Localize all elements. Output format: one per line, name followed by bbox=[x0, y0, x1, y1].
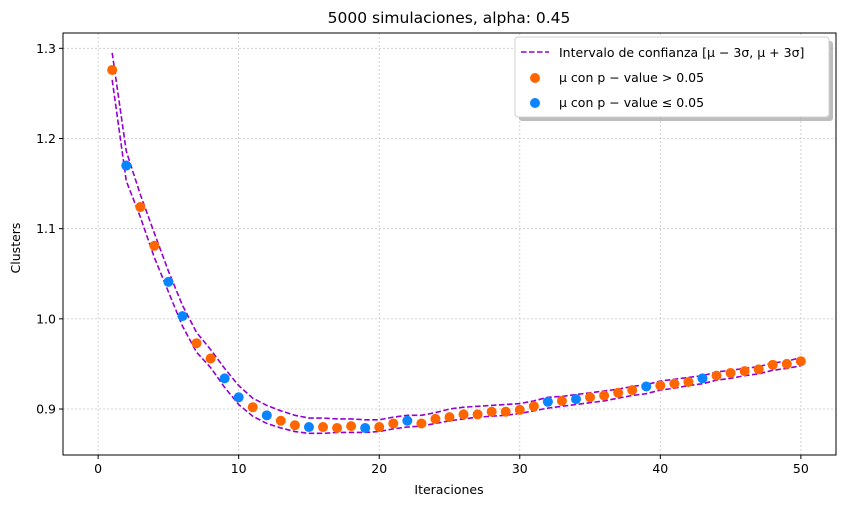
legend-blue-label: μ con p − value ≤ 0.05 bbox=[559, 95, 704, 110]
data-point-orange bbox=[655, 380, 666, 391]
data-point-orange bbox=[332, 422, 343, 433]
data-point-orange bbox=[585, 392, 596, 403]
data-point-blue bbox=[163, 276, 174, 287]
data-point-orange bbox=[556, 395, 567, 406]
x-tick-label: 20 bbox=[371, 461, 387, 476]
y-tick-label: 1.0 bbox=[36, 311, 56, 326]
data-point-blue bbox=[360, 422, 371, 433]
data-point-orange bbox=[318, 422, 329, 433]
data-point-orange bbox=[289, 420, 300, 431]
y-tick-label: 0.9 bbox=[36, 402, 56, 417]
legend: Intervalo de confianza [μ − 3σ, μ + 3σ] … bbox=[514, 36, 833, 121]
data-point-blue bbox=[570, 394, 581, 405]
data-point-blue bbox=[303, 422, 314, 433]
data-points bbox=[107, 64, 806, 433]
data-point-orange bbox=[388, 418, 399, 429]
x-tick-label: 30 bbox=[512, 461, 528, 476]
data-point-orange bbox=[528, 401, 539, 412]
chart-title: 5000 simulaciones, alpha: 0.45 bbox=[328, 9, 571, 27]
data-point-blue bbox=[542, 396, 553, 407]
data-point-orange bbox=[711, 370, 722, 381]
data-point-orange bbox=[135, 202, 146, 213]
data-point-blue bbox=[177, 311, 188, 322]
data-point-orange bbox=[739, 366, 750, 377]
data-point-orange bbox=[472, 409, 483, 420]
data-point-orange bbox=[205, 353, 216, 364]
data-point-orange bbox=[430, 413, 441, 424]
data-point-orange bbox=[725, 367, 736, 378]
data-point-blue bbox=[261, 410, 272, 421]
data-point-orange bbox=[500, 406, 511, 417]
data-point-orange bbox=[627, 385, 638, 396]
data-point-blue bbox=[219, 373, 230, 384]
legend-box bbox=[514, 36, 830, 118]
data-point-orange bbox=[416, 418, 427, 429]
x-tick-label: 0 bbox=[94, 461, 102, 476]
y-tick-label: 1.3 bbox=[36, 41, 56, 56]
data-point-orange bbox=[753, 364, 764, 375]
y-tick-label: 1.2 bbox=[36, 131, 56, 146]
data-point-orange bbox=[486, 406, 497, 417]
data-point-orange bbox=[149, 240, 160, 251]
data-point-orange bbox=[669, 378, 680, 389]
legend-orange-label: μ con p − value > 0.05 bbox=[559, 70, 704, 85]
data-point-blue bbox=[402, 415, 413, 426]
y-axis-label: Clusters bbox=[8, 223, 23, 274]
data-point-orange bbox=[275, 415, 286, 426]
x-tick-label: 50 bbox=[793, 461, 809, 476]
data-point-orange bbox=[458, 409, 469, 420]
data-point-blue bbox=[641, 381, 652, 392]
data-point-orange bbox=[444, 412, 455, 423]
x-tick-label: 10 bbox=[231, 461, 247, 476]
legend-blue-marker bbox=[530, 98, 540, 108]
data-point-orange bbox=[191, 338, 202, 349]
data-point-orange bbox=[781, 358, 792, 369]
data-point-orange bbox=[683, 376, 694, 387]
data-point-orange bbox=[374, 422, 385, 433]
data-point-orange bbox=[107, 64, 118, 75]
legend-orange-marker bbox=[530, 73, 540, 83]
axis-ticks: 0 10 20 30 40 50 0.9 1.0 1.1 1.2 1.3 bbox=[36, 41, 809, 476]
data-point-orange bbox=[346, 421, 357, 432]
data-point-blue bbox=[233, 392, 244, 403]
data-point-blue bbox=[697, 373, 708, 384]
x-axis-label: Iteraciones bbox=[414, 482, 483, 497]
x-tick-label: 40 bbox=[652, 461, 668, 476]
data-point-blue bbox=[121, 160, 132, 171]
data-point-orange bbox=[613, 387, 624, 398]
legend-interval-label: Intervalo de confianza [μ − 3σ, μ + 3σ] bbox=[559, 45, 804, 60]
plot-frame bbox=[62, 32, 837, 456]
data-point-orange bbox=[599, 390, 610, 401]
data-point-orange bbox=[247, 402, 258, 413]
data-point-orange bbox=[767, 359, 778, 370]
y-tick-label: 1.1 bbox=[36, 221, 56, 236]
data-point-orange bbox=[795, 356, 806, 367]
data-point-orange bbox=[514, 404, 525, 415]
